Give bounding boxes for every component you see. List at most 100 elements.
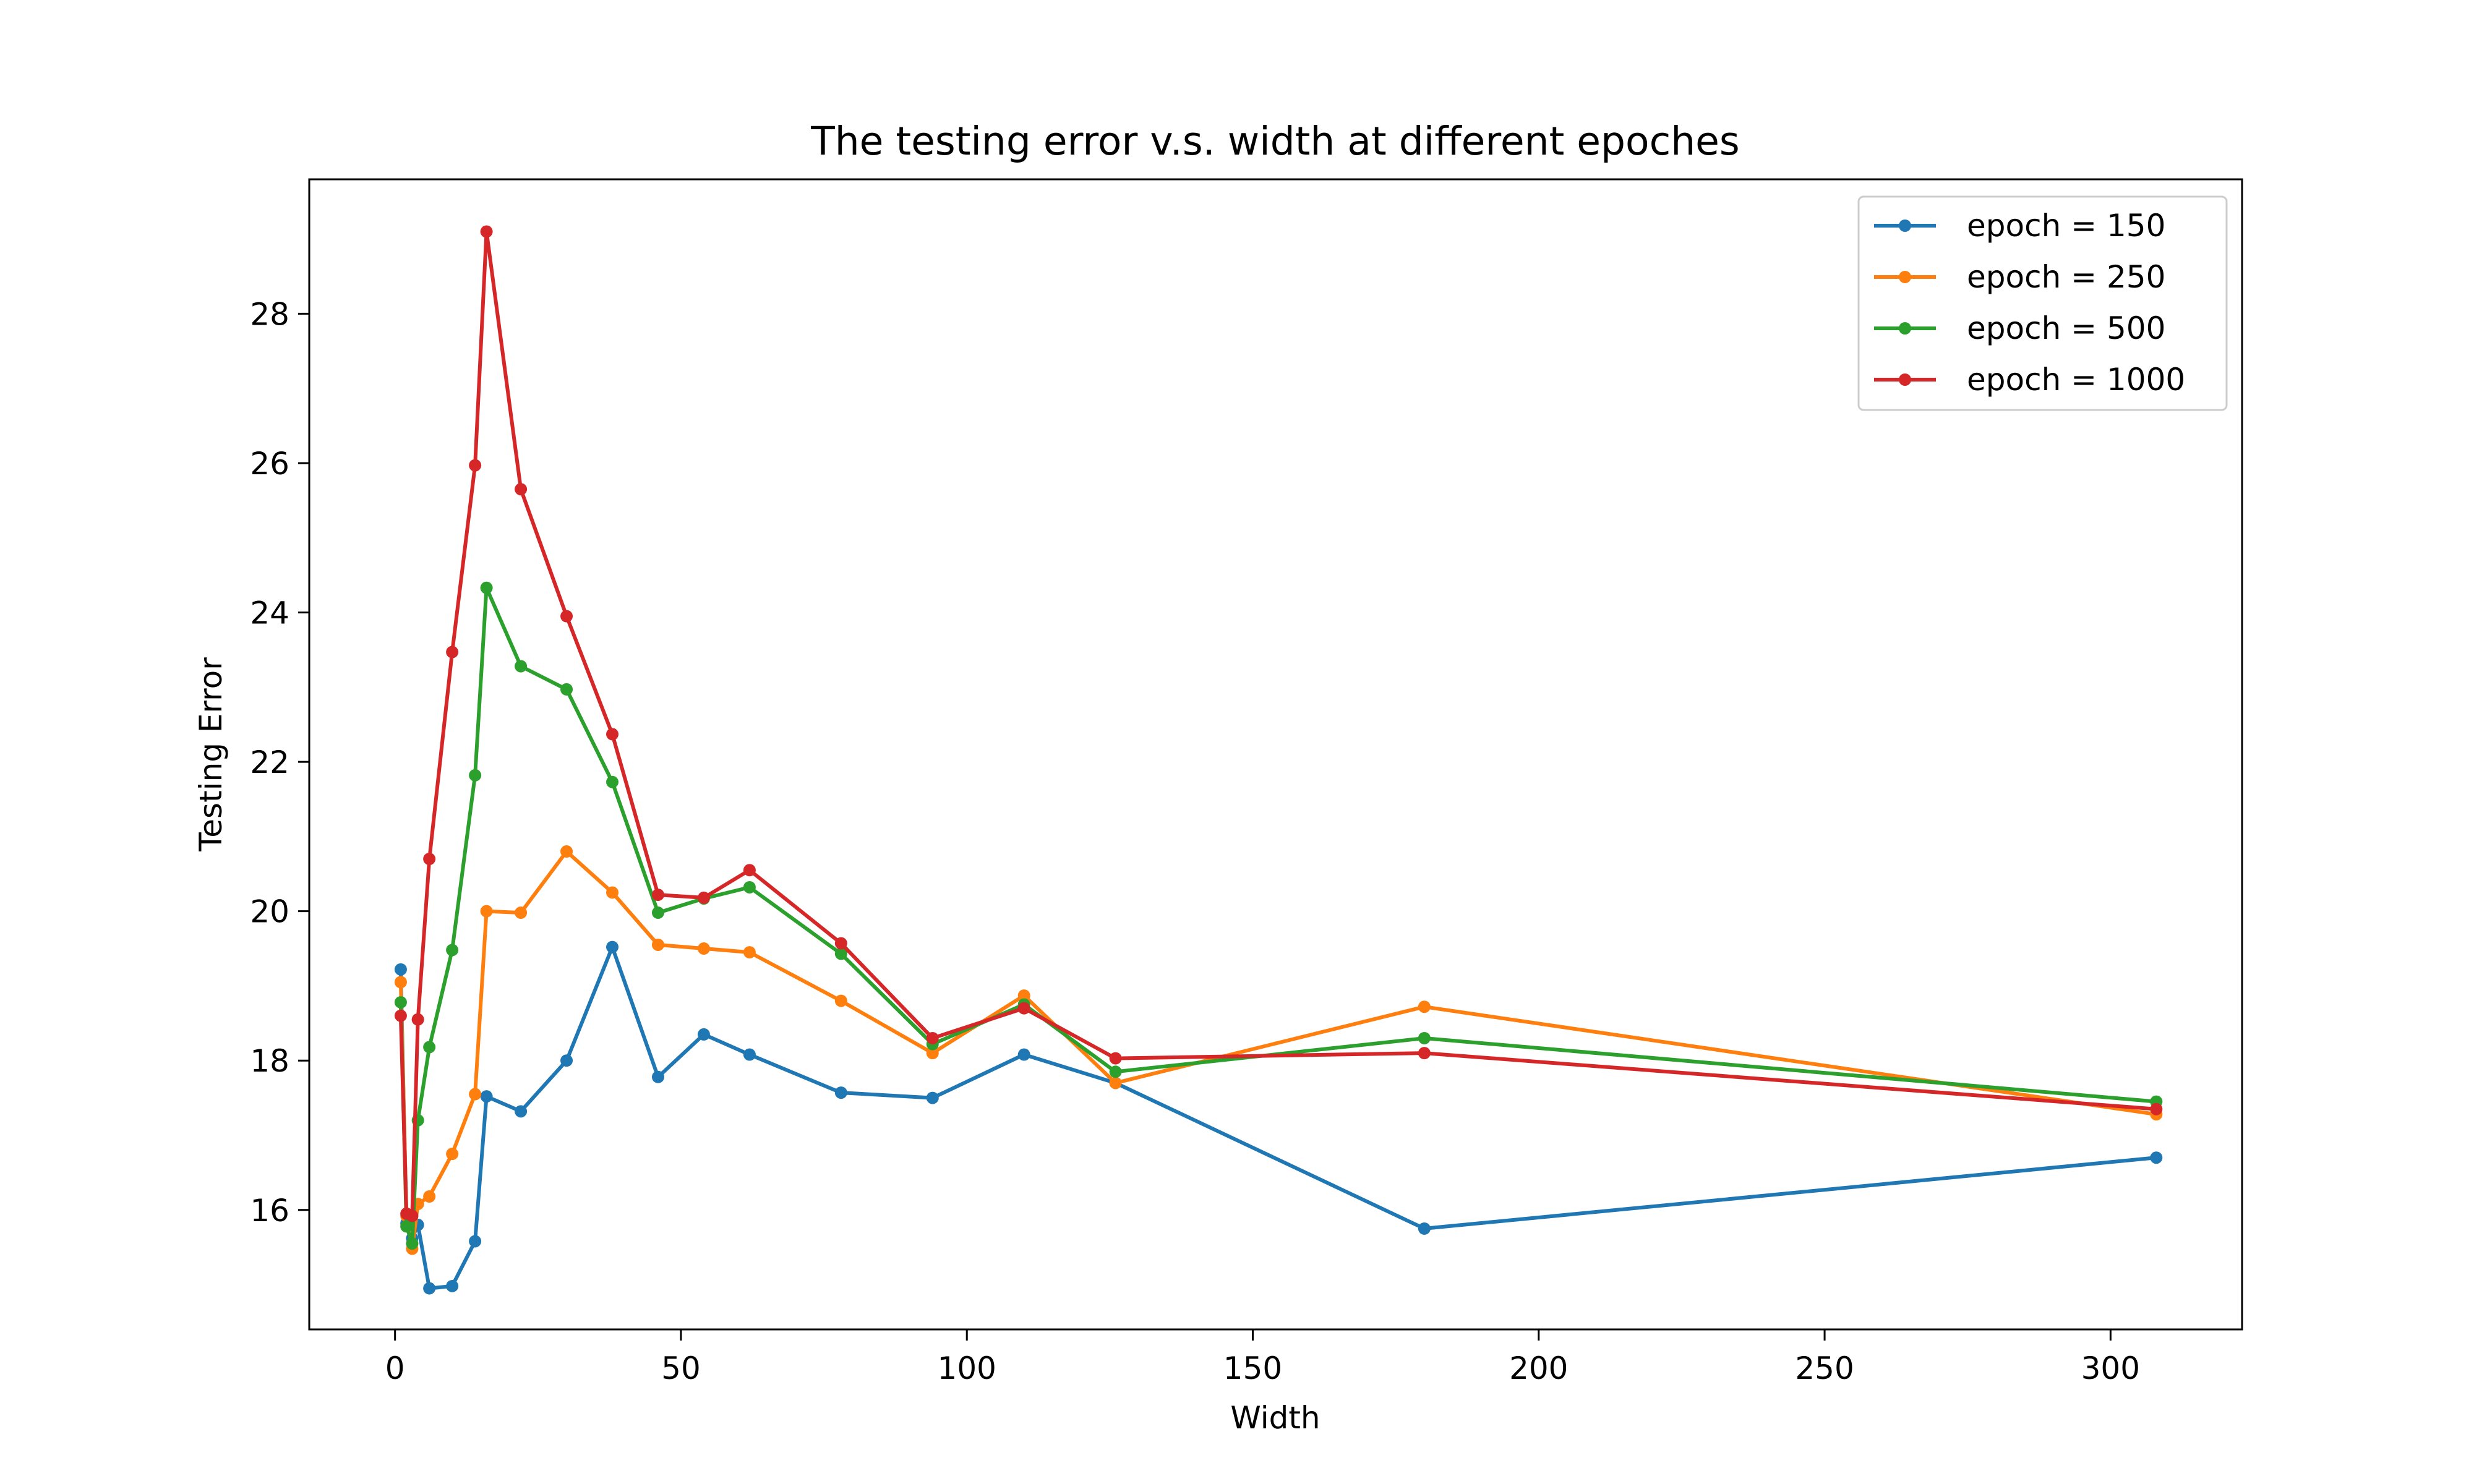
data-point-2 — [515, 660, 528, 673]
data-point-3 — [423, 853, 436, 866]
data-point-3 — [697, 891, 710, 904]
plot-area-frame — [308, 178, 2243, 1331]
y-tick-label: 24 — [250, 595, 289, 631]
data-point-3 — [480, 225, 493, 238]
data-point-1 — [1109, 1077, 1122, 1090]
data-point-1 — [515, 906, 528, 919]
data-point-0 — [446, 1279, 459, 1292]
y-axis-label: Testing Error — [193, 657, 229, 852]
data-point-3 — [515, 483, 528, 496]
data-point-2 — [400, 1220, 413, 1233]
legend-label: epoch = 250 — [1967, 259, 2165, 295]
data-point-0 — [480, 1090, 493, 1103]
data-point-2 — [394, 996, 407, 1009]
y-tick-label: 22 — [250, 744, 289, 780]
data-point-0 — [560, 1054, 573, 1067]
data-point-0 — [1017, 1048, 1030, 1061]
y-axis-ticks: 16 18 20 22 24 26 28 — [250, 296, 309, 1229]
chart-title: The testing error v.s. width at differen… — [810, 119, 1740, 164]
legend-frame — [1857, 195, 2228, 411]
data-point-1 — [469, 1088, 482, 1101]
data-point-0 — [515, 1105, 528, 1118]
data-point-3 — [1017, 1002, 1030, 1015]
data-point-3 — [406, 1209, 419, 1222]
legend-swatch-marker — [1899, 322, 1911, 335]
data-point-0 — [651, 1070, 664, 1083]
data-point-3 — [411, 1013, 424, 1026]
data-point-1 — [651, 938, 664, 951]
data-point-1 — [480, 905, 493, 918]
data-point-0 — [697, 1028, 710, 1041]
data-point-0 — [834, 1086, 847, 1099]
x-tick-label: 250 — [1795, 1350, 1854, 1386]
legend-label: epoch = 1000 — [1967, 362, 2185, 398]
data-point-0 — [423, 1282, 436, 1295]
y-tick-label: 18 — [250, 1043, 289, 1079]
legend-swatch-marker — [1899, 373, 1911, 386]
series-line-0 — [398, 945, 2159, 1290]
data-point-1 — [697, 942, 710, 955]
data-point-1 — [560, 845, 573, 858]
data-point-3 — [1109, 1052, 1122, 1065]
data-point-0 — [394, 963, 407, 976]
data-point-1 — [394, 976, 407, 989]
data-point-3 — [560, 610, 573, 623]
data-point-0 — [1418, 1222, 1431, 1235]
x-tick-label: 300 — [2081, 1350, 2140, 1386]
data-point-2 — [406, 1237, 419, 1250]
data-point-1 — [834, 994, 847, 1007]
data-point-0 — [743, 1048, 756, 1061]
legend-swatch-marker — [1899, 271, 1911, 283]
data-point-3 — [394, 1009, 407, 1022]
data-point-0 — [469, 1235, 482, 1248]
legend-label: epoch = 150 — [1967, 208, 2165, 244]
series-line-2 — [398, 586, 2159, 1246]
data-point-2 — [1418, 1031, 1431, 1044]
x-axis-ticks: 0 50 100 150 200 250 300 — [385, 1329, 2140, 1386]
data-point-2 — [560, 683, 573, 696]
y-tick-label: 16 — [250, 1193, 289, 1229]
data-point-2 — [651, 906, 664, 919]
data-point-1 — [1418, 1000, 1431, 1013]
data-point-2 — [606, 775, 619, 788]
x-tick-label: 150 — [1223, 1350, 1282, 1386]
legend-label: epoch = 500 — [1967, 310, 2165, 346]
data-point-3 — [926, 1031, 939, 1044]
data-point-2 — [423, 1041, 436, 1054]
data-point-0 — [926, 1091, 939, 1104]
data-point-0 — [2150, 1151, 2163, 1164]
legend: epoch = 150 epoch = 250 epoch = 500 epoch =… — [1857, 195, 2228, 411]
data-point-1 — [606, 886, 619, 899]
data-point-2 — [480, 581, 493, 594]
data-point-1 — [926, 1047, 939, 1060]
x-tick-label: 200 — [1509, 1350, 1568, 1386]
data-point-2 — [469, 769, 482, 782]
data-point-3 — [2150, 1102, 2163, 1115]
legend-swatch-marker — [1899, 220, 1911, 232]
x-axis-label: Width — [1230, 1400, 1320, 1436]
data-point-0 — [606, 940, 619, 953]
data-point-1 — [1017, 989, 1030, 1002]
data-point-2 — [1109, 1065, 1122, 1078]
data-point-3 — [469, 459, 482, 472]
x-tick-label: 100 — [938, 1350, 996, 1386]
data-point-3 — [743, 864, 756, 877]
data-point-3 — [834, 937, 847, 950]
data-point-3 — [1418, 1047, 1431, 1060]
data-point-3 — [446, 646, 459, 659]
data-point-1 — [423, 1190, 436, 1203]
y-tick-label: 20 — [250, 894, 289, 930]
data-point-2 — [446, 944, 459, 957]
x-tick-label: 50 — [661, 1350, 701, 1386]
data-point-1 — [743, 946, 756, 959]
y-tick-label: 28 — [250, 296, 289, 332]
series-layer — [394, 225, 2163, 1295]
x-tick-label: 0 — [385, 1350, 405, 1386]
y-tick-label: 26 — [250, 446, 289, 482]
data-point-1 — [446, 1148, 459, 1161]
series-line-3 — [398, 229, 2159, 1218]
data-point-2 — [743, 881, 756, 893]
data-point-3 — [606, 728, 619, 741]
data-point-3 — [651, 889, 664, 902]
